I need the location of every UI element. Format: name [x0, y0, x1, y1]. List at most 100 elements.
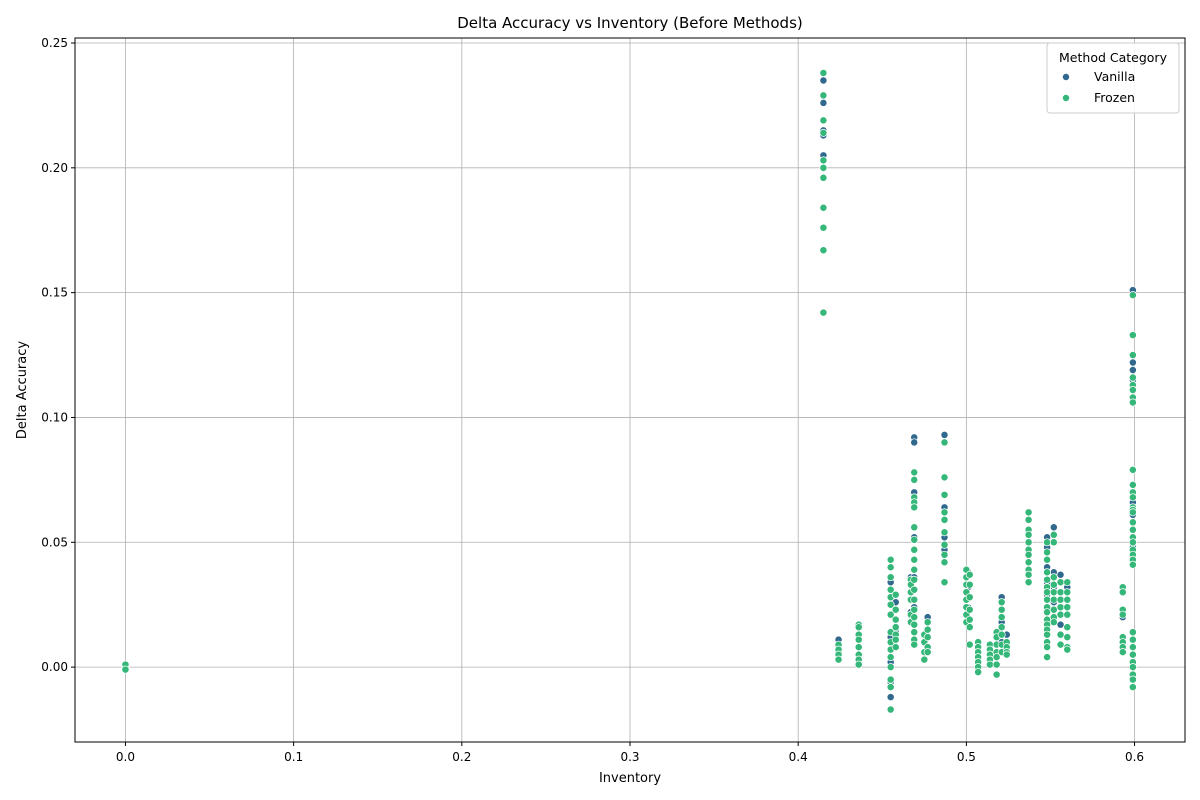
data-point-vanilla	[1056, 620, 1065, 629]
data-point-frozen	[992, 660, 1001, 669]
y-tick-label: 0.10	[41, 410, 68, 424]
data-point-frozen	[819, 173, 828, 182]
data-point-frozen	[1128, 386, 1137, 394]
x-tick-label: 0.6	[1125, 750, 1144, 764]
data-point-frozen	[1063, 633, 1072, 642]
data-point-frozen	[886, 563, 895, 572]
data-point-frozen	[1056, 640, 1065, 649]
data-point-frozen	[910, 468, 919, 477]
data-point-frozen	[1049, 595, 1058, 604]
data-point-frozen	[1128, 373, 1137, 382]
data-point-frozen	[1118, 648, 1127, 657]
data-point-frozen	[1128, 518, 1137, 527]
data-point-frozen	[1128, 493, 1137, 502]
data-point-frozen	[1118, 588, 1127, 597]
data-point-frozen	[819, 156, 828, 165]
y-tick-label: 0.25	[41, 36, 68, 50]
data-point-frozen	[1024, 515, 1033, 524]
data-point-frozen	[891, 623, 900, 632]
data-point-frozen	[1056, 610, 1065, 619]
data-point-frozen	[1043, 555, 1052, 564]
data-point-frozen	[1043, 595, 1052, 604]
data-point-frozen	[1063, 595, 1072, 604]
data-point-frozen	[886, 555, 895, 564]
data-point-frozen	[940, 490, 949, 499]
data-point-frozen	[940, 515, 949, 524]
data-point-frozen	[1063, 645, 1072, 654]
x-tick-label: 0.1	[284, 750, 303, 764]
data-point-frozen	[1056, 603, 1065, 612]
data-point-frozen	[819, 246, 828, 255]
data-point-frozen	[1043, 608, 1052, 617]
data-point-frozen	[910, 503, 919, 512]
data-point-frozen	[1043, 588, 1052, 597]
data-point-frozen	[1056, 588, 1065, 597]
data-point-frozen	[940, 508, 949, 517]
data-point-vanilla	[1049, 523, 1058, 532]
data-point-vanilla	[910, 438, 919, 447]
data-point-frozen	[997, 598, 1006, 607]
data-point-frozen	[1043, 643, 1052, 652]
legend-box	[1046, 42, 1180, 114]
data-point-frozen	[886, 573, 895, 582]
y-tick-label: 0.20	[41, 161, 68, 175]
data-point-vanilla	[819, 98, 828, 107]
data-point-frozen	[854, 660, 863, 669]
data-point-frozen	[1024, 550, 1033, 559]
data-point-frozen	[854, 623, 863, 632]
data-point-frozen	[997, 613, 1006, 622]
data-point-frozen	[1056, 595, 1065, 604]
data-point-frozen	[1024, 578, 1033, 587]
data-point-vanilla	[940, 430, 949, 439]
data-point-frozen	[1024, 558, 1033, 567]
data-point-frozen	[1063, 603, 1072, 612]
data-point-frozen	[985, 660, 994, 669]
data-point-frozen	[1024, 508, 1033, 517]
data-point-frozen	[1128, 480, 1137, 489]
legend-label-vanilla: Vanilla	[1094, 69, 1135, 84]
x-tick-label: 0.2	[452, 750, 471, 764]
y-tick-label: 0.15	[41, 286, 68, 300]
data-point-frozen	[1128, 525, 1137, 534]
data-point-frozen	[886, 653, 895, 662]
data-point-frozen	[923, 618, 932, 627]
data-point-frozen	[1056, 630, 1065, 639]
data-point-frozen	[1128, 331, 1137, 340]
data-point-frozen	[965, 623, 974, 632]
data-point-frozen	[965, 605, 974, 614]
data-point-frozen	[819, 116, 828, 125]
data-point-frozen	[1024, 538, 1033, 547]
x-tick-label: 0.3	[620, 750, 639, 764]
data-point-frozen	[1118, 610, 1127, 619]
data-point-frozen	[891, 643, 900, 652]
data-point-frozen	[1043, 548, 1052, 557]
data-point-frozen	[886, 610, 895, 619]
data-point-frozen	[1128, 683, 1137, 692]
data-point-frozen	[992, 670, 1001, 679]
points-layer	[121, 69, 1137, 714]
data-point-vanilla	[1128, 358, 1137, 367]
data-point-frozen	[1128, 560, 1137, 569]
data-point-frozen	[886, 663, 895, 672]
data-point-frozen	[910, 575, 919, 584]
legend-label-frozen: Frozen	[1094, 90, 1135, 105]
data-point-frozen	[1128, 398, 1137, 407]
data-point-frozen	[1049, 573, 1058, 582]
data-point-frozen	[910, 613, 919, 622]
data-point-frozen	[1043, 568, 1052, 577]
data-point-frozen	[854, 643, 863, 652]
data-point-frozen	[910, 628, 919, 637]
legend-marker-frozen	[1062, 94, 1070, 102]
data-point-frozen	[923, 633, 932, 642]
data-point-frozen	[1002, 650, 1011, 659]
data-point-frozen	[940, 558, 949, 567]
data-point-frozen	[886, 675, 895, 684]
data-point-frozen	[1128, 291, 1137, 300]
data-point-frozen	[819, 128, 828, 137]
data-point-frozen	[940, 438, 949, 447]
data-point-frozen	[1128, 628, 1137, 637]
y-tick-label: 0.05	[41, 535, 68, 549]
data-point-frozen	[1128, 675, 1137, 684]
